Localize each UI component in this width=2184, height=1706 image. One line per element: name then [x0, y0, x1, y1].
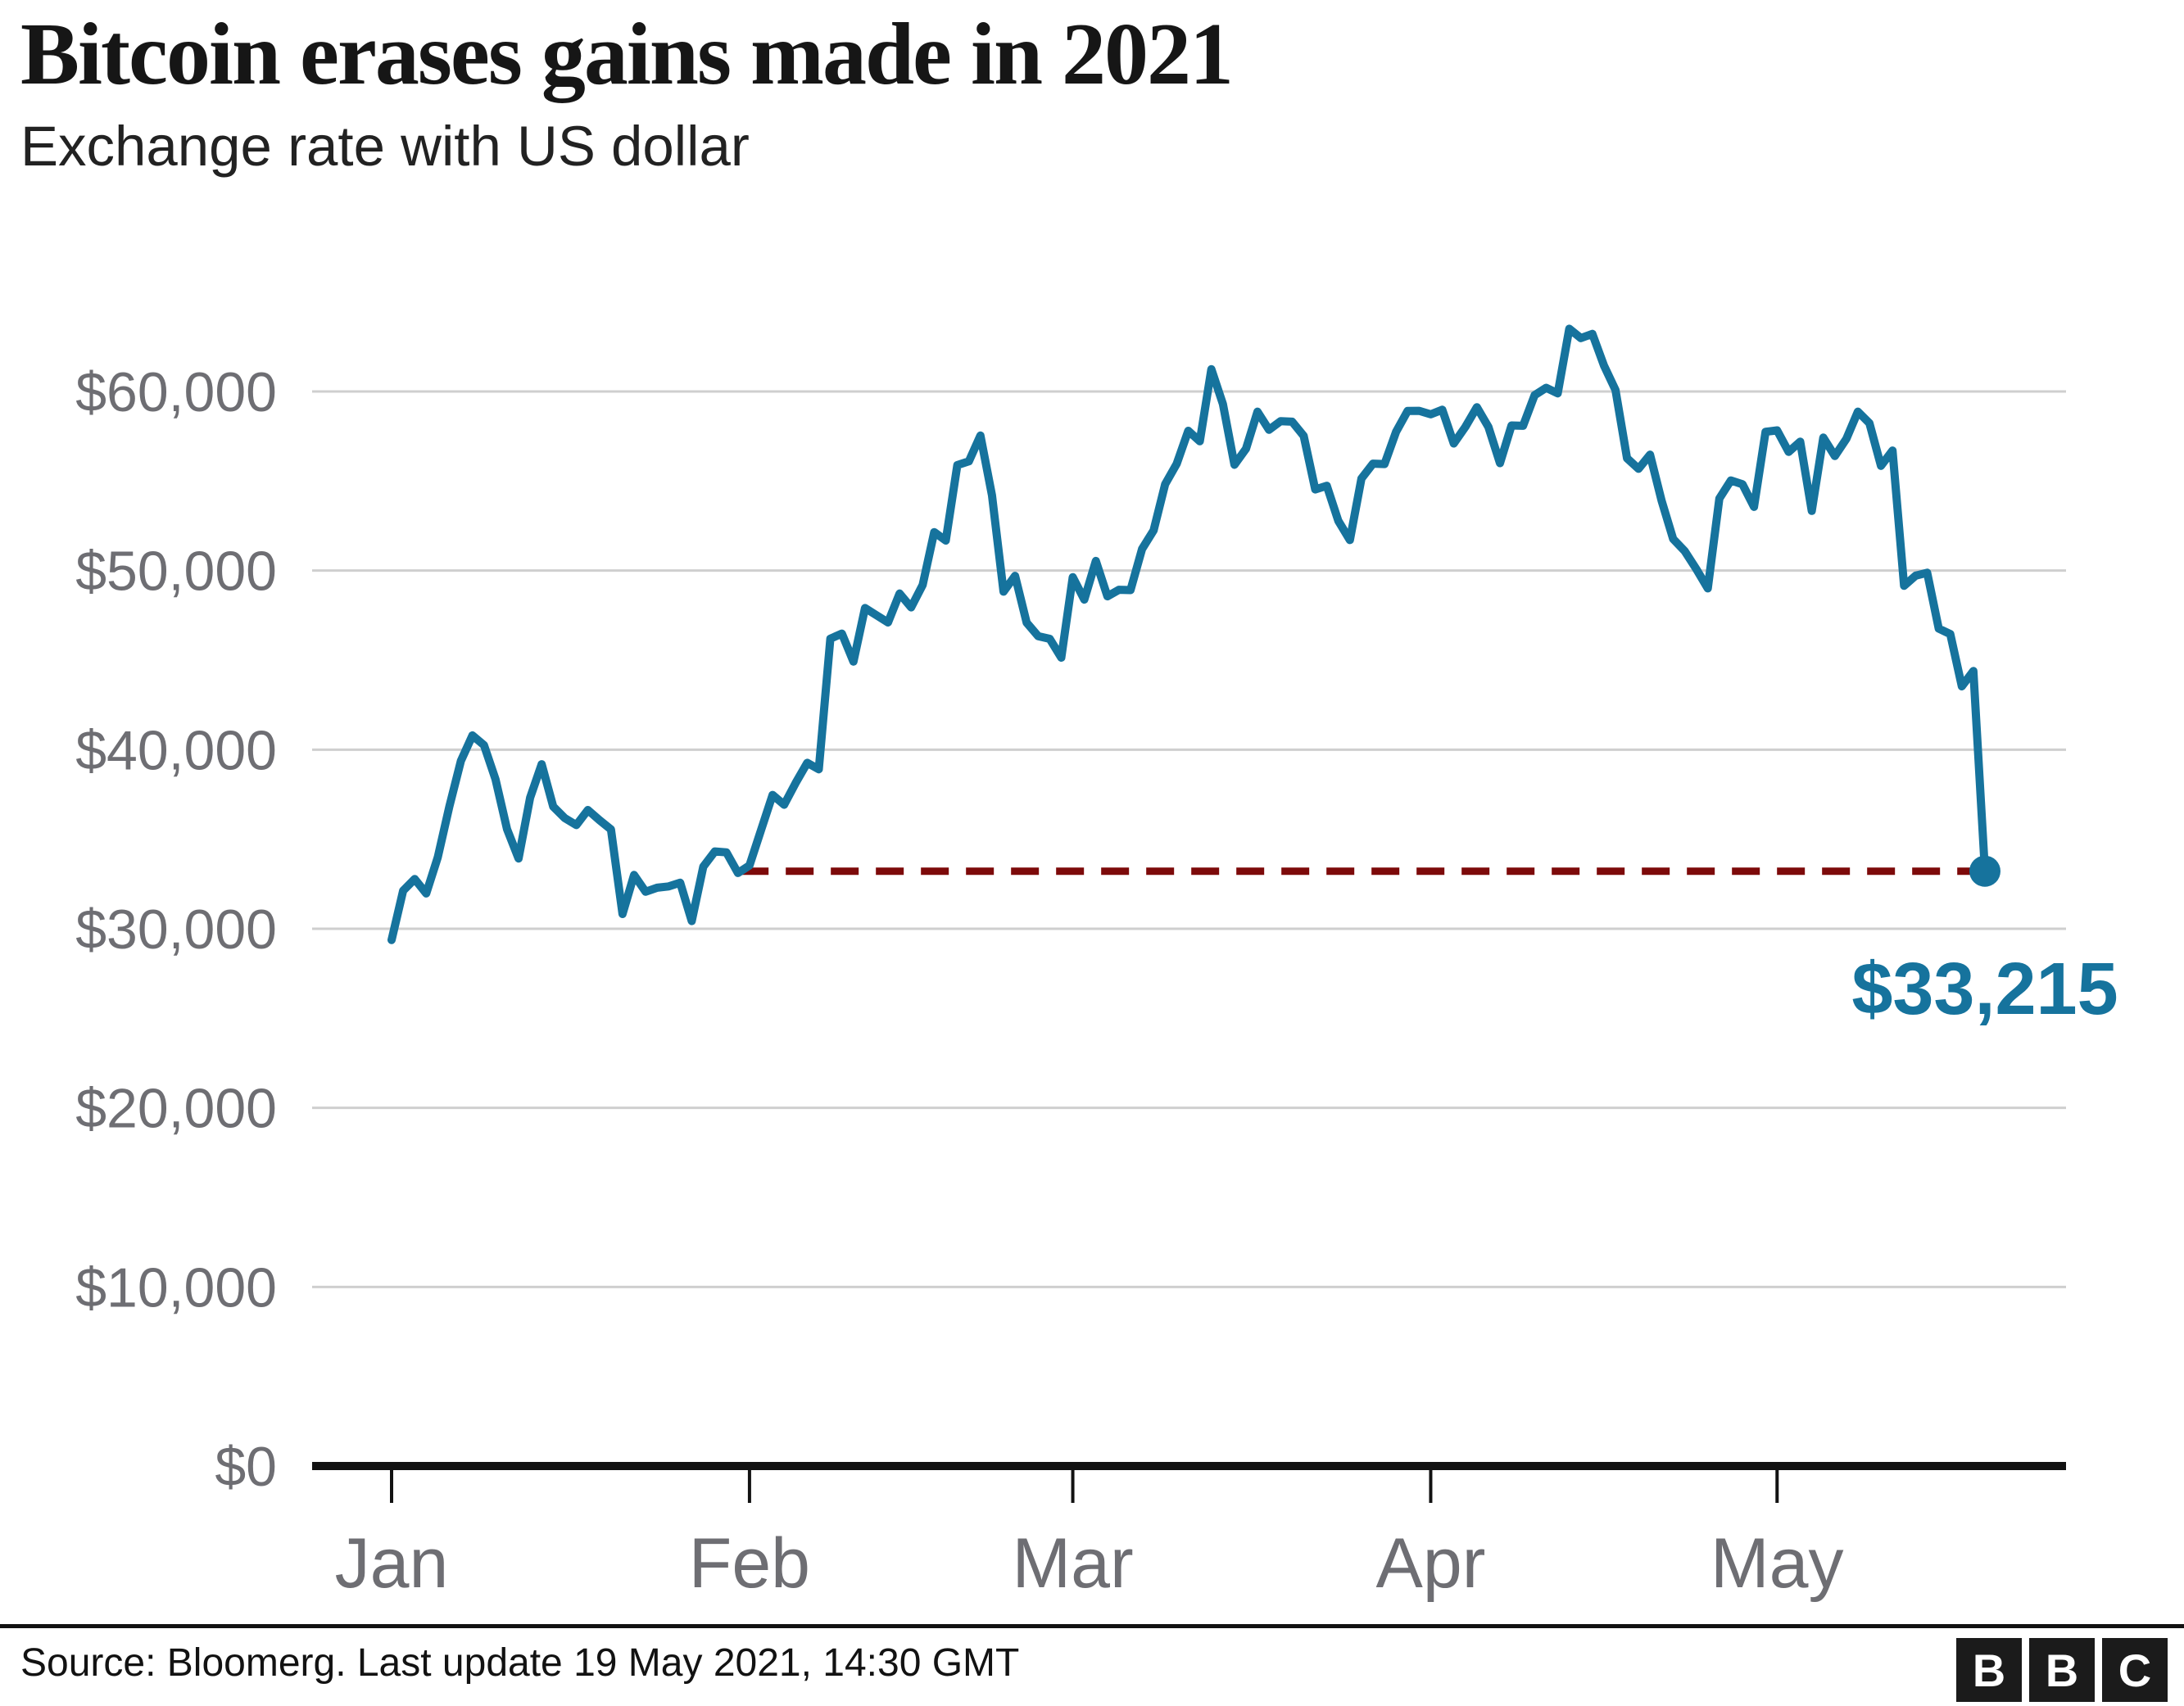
endpoint-value-label: $33,215: [1851, 948, 2118, 1030]
gridlines: [312, 390, 2066, 1288]
x-tick-label: Mar: [1012, 1524, 1133, 1603]
endpoint-marker: [1969, 855, 2000, 887]
bbc-logo-block-b1: B: [1956, 1638, 2022, 1702]
bbc-logo: B B C: [1956, 1638, 2168, 1702]
y-axis-labels: $0 $10,000 $20,000 $30,000 $40,000 $50,000 $60…: [75, 361, 277, 1498]
y-tick-label: $10,000: [75, 1256, 277, 1319]
x-tick-label: Jan: [335, 1524, 449, 1603]
bbc-logo-block-c: C: [2102, 1638, 2168, 1702]
page-subtitle: Exchange rate with US dollar: [20, 115, 750, 179]
y-tick-label: $20,000: [75, 1078, 277, 1140]
x-axis-labels: Jan Feb Mar Apr May: [335, 1524, 1844, 1603]
endpoint-dot: [1969, 855, 2000, 887]
price-line: [387, 324, 1989, 944]
header: Bitcoin erases gains made in 2021 Exchan…: [20, 6, 1234, 179]
price-polyline: [387, 324, 1989, 944]
x-tick-label: May: [1710, 1524, 1843, 1603]
footer-divider: [0, 1624, 2184, 1628]
y-tick-label: $60,000: [75, 361, 277, 423]
y-tick-label: $0: [215, 1436, 277, 1498]
y-tick-label: $40,000: [75, 719, 277, 781]
x-tick-label: Feb: [689, 1524, 810, 1603]
x-tick-label: Apr: [1376, 1524, 1486, 1603]
source-text: Source: Bloomerg. Last update 19 May 202…: [20, 1641, 1020, 1685]
y-tick-label: $30,000: [75, 898, 277, 961]
page-title: Bitcoin erases gains made in 2021: [20, 6, 1234, 103]
y-tick-label: $50,000: [75, 541, 277, 603]
bbc-logo-block-b2: B: [2029, 1638, 2095, 1702]
x-axis: [312, 1462, 2066, 1503]
